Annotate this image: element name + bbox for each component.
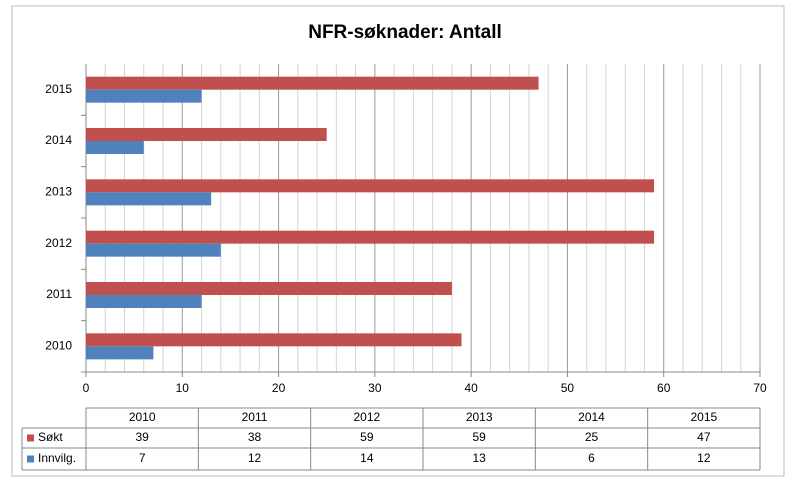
table-cell: 6 [588,451,595,465]
y-tick-label: 2013 [45,185,72,199]
y-tick-label: 2012 [45,236,72,250]
y-tick-label: 2014 [45,133,72,147]
bar [86,333,462,347]
x-tick-label: 0 [83,381,90,395]
chart-title: NFR-søknader: Antall [308,22,502,43]
bar [86,192,212,206]
table-cell: 38 [248,430,262,444]
bar [86,346,154,360]
bar [86,295,202,308]
table-header: 2012 [353,410,380,424]
legend-swatch [27,434,34,442]
table-cell: 14 [360,451,374,465]
x-tick-label: 30 [368,381,382,395]
table-cell: 13 [472,451,486,465]
table-cell: 25 [585,430,599,444]
legend-label: Innvilg. [38,451,76,465]
bar [86,128,327,141]
y-tick-label: 2010 [45,339,72,353]
table-cell: 59 [360,430,374,444]
bar [86,76,539,90]
bar [86,89,202,103]
x-tick-label: 10 [176,381,190,395]
bar [86,282,452,295]
y-tick-label: 2011 [46,287,72,301]
bar [86,230,655,244]
table-header: 2014 [578,410,605,424]
table-cell: 12 [248,451,262,465]
y-tick-label: 2015 [45,82,72,96]
legend-swatch [27,455,34,463]
table-cell: 47 [697,430,711,444]
x-tick-label: 40 [464,381,478,395]
table-header: 2011 [242,410,268,424]
table-cell: 12 [697,451,711,465]
x-tick-label: 50 [561,381,575,395]
legend-label: Søkt [38,430,63,444]
table-header: 2013 [466,410,493,424]
table-cell: 39 [135,430,149,444]
table-cell: 7 [139,451,146,465]
table-cell: 59 [472,430,486,444]
table-header: 2015 [690,410,717,424]
bar [86,179,655,193]
x-tick-label: 70 [753,381,767,395]
table-header: 2010 [129,410,156,424]
x-tick-label: 20 [272,381,286,395]
bar [86,141,144,154]
bar [86,243,221,257]
x-tick-label: 60 [657,381,671,395]
